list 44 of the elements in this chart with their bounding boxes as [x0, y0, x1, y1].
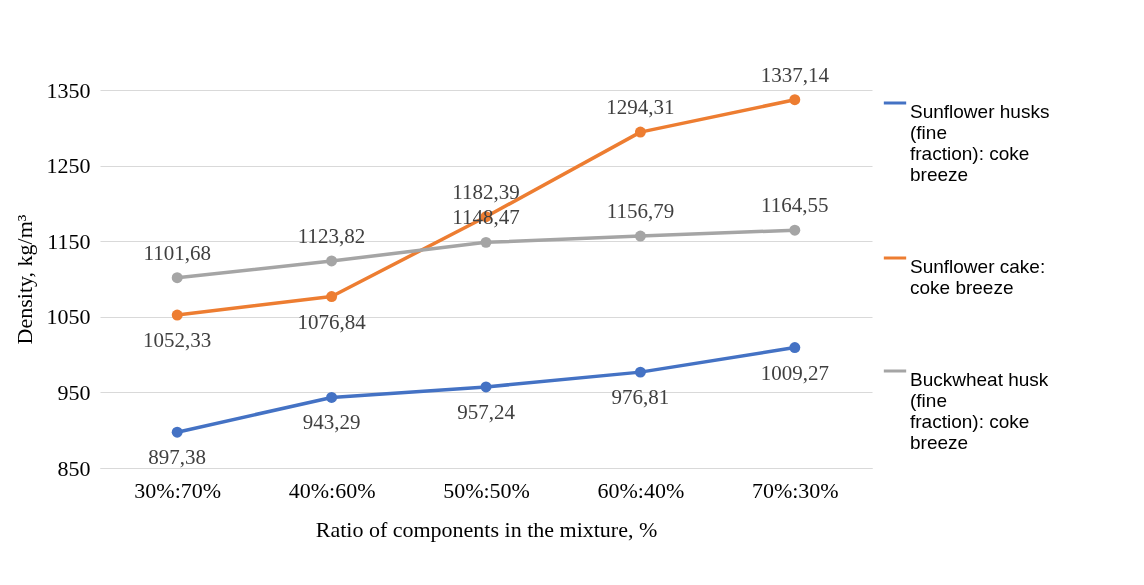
point [480, 236, 492, 248]
point [171, 426, 183, 438]
y-tick-label: 1250 [46, 153, 91, 179]
x-tick-label: 50%:50% [443, 477, 530, 503]
x-tick-label: 40%:60% [288, 477, 376, 503]
data-label: 1156,79 [606, 199, 675, 224]
legend-label: Sunflower husks (fine fraction): coke breeze [910, 101, 1050, 185]
data-label: 943,29 [302, 410, 361, 435]
point [326, 291, 338, 302]
point [789, 224, 801, 236]
data-label: 1052,33 [143, 328, 212, 353]
y-tick-label: 950 [57, 379, 91, 405]
point [634, 230, 646, 242]
x-axis-title: Ratio of components in the mixture, % [315, 516, 658, 542]
data-label: 1101,68 [143, 240, 211, 265]
data-label: 1164,55 [761, 193, 829, 218]
point [171, 309, 183, 321]
data-label: 1123,82 [297, 223, 366, 248]
point [480, 381, 492, 393]
point [789, 342, 801, 354]
data-label: 976,81 [611, 385, 670, 410]
point [326, 392, 338, 403]
point [634, 366, 646, 378]
y-tick-label: 1050 [46, 304, 91, 330]
y-axis-title: Density, kg/m³ [11, 214, 37, 345]
data-label: 957,24 [457, 399, 516, 424]
x-tick-label: 70%:30% [751, 477, 839, 503]
point [634, 126, 646, 138]
legend-label: Sunflower cake: coke breeze [910, 256, 1046, 298]
data-label: 1009,27 [760, 360, 829, 385]
y-tick-label: 1350 [46, 77, 91, 103]
data-label: 897,38 [148, 445, 207, 470]
y-tick-label: 1150 [47, 228, 91, 254]
x-tick-label: 30%:70% [134, 477, 222, 503]
data-label: 1182,39 [452, 179, 520, 204]
data-label: 1337,14 [760, 62, 830, 87]
point [326, 255, 338, 267]
data-label: 1076,84 [297, 309, 367, 334]
point [789, 94, 801, 106]
y-tick-label: 850 [57, 455, 91, 481]
legend-label: Buckwheat husk (fine fraction): coke breeze [910, 369, 1049, 453]
data-label: 1294,31 [606, 95, 675, 120]
point [171, 272, 183, 284]
x-tick-label: 60%:40% [597, 477, 685, 503]
